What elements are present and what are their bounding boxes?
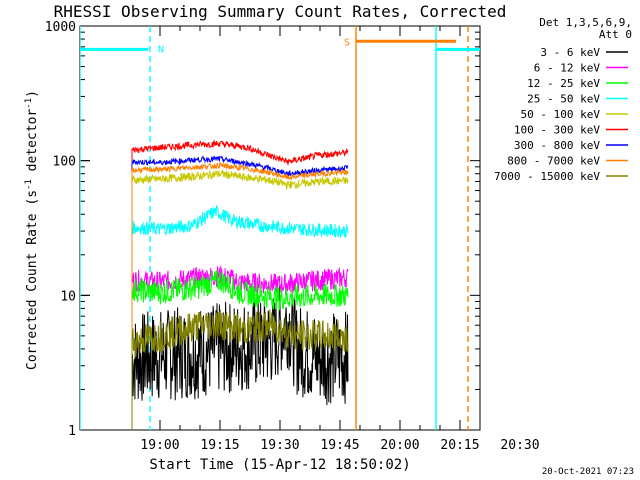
y-axis-label: Corrected Count Rate (s-1 detector-1) [24, 90, 40, 370]
x-tick-label: 20:30 [500, 438, 539, 453]
legend-entry-label: 12 - 25 keV [527, 77, 600, 90]
annotation-letter: S [344, 37, 350, 48]
series-line [131, 155, 349, 430]
x-axis-label: Start Time (15-Apr-12 18:50:02) [149, 457, 410, 473]
series-line [131, 205, 349, 430]
legend-entry-label: 50 - 100 keV [521, 108, 601, 121]
x-tick-label: 19:00 [140, 438, 179, 453]
legend-header: Att 0 [599, 28, 632, 41]
series-line [131, 309, 349, 430]
y-tick-label: 100 [53, 155, 76, 170]
x-tick-label: 19:45 [320, 438, 359, 453]
legend-entry-label: 25 - 50 keV [527, 93, 600, 106]
x-tick-label: 20:00 [380, 438, 419, 453]
plot-area: 1 10 100 1000 19:00 19:15 19:30 19:45 20:00 20:15… [45, 20, 540, 453]
legend: Det 1,3,5,6,9,Att 0 3 - 6 keV 6 - 12 keV 12… [494, 16, 632, 183]
y-tick-label: 1000 [45, 20, 76, 35]
series-line [131, 139, 349, 430]
legend-entry-label: 7000 - 15000 keV [494, 170, 600, 183]
legend-entry-label: 100 - 300 keV [514, 124, 600, 137]
legend-header: Det 1,3,5,6,9, [539, 16, 632, 29]
series-line [131, 265, 349, 430]
legend-entry-label: 300 - 800 keV [514, 139, 600, 152]
legend-entry-label: 6 - 12 keV [534, 62, 601, 75]
y-tick-label: 10 [60, 289, 76, 304]
annotation-letter: N [158, 45, 164, 56]
series-line [131, 161, 349, 430]
x-tick-label: 19:15 [200, 438, 239, 453]
legend-entry-label: 800 - 7000 keV [507, 155, 600, 168]
footer-timestamp: 20-Oct-2021 07:23 [542, 467, 634, 477]
y-tick-label: 1 [68, 424, 76, 439]
series-line [131, 168, 349, 430]
x-tick-label: 19:30 [260, 438, 299, 453]
chart-title: RHESSI Observing Summary Count Rates, Co… [54, 2, 507, 21]
series-line [131, 269, 349, 430]
series-group: NS [80, 26, 480, 430]
x-tick-label: 20:15 [440, 438, 479, 453]
legend-entry-label: 3 - 6 keV [540, 46, 600, 59]
series-line [131, 285, 349, 430]
